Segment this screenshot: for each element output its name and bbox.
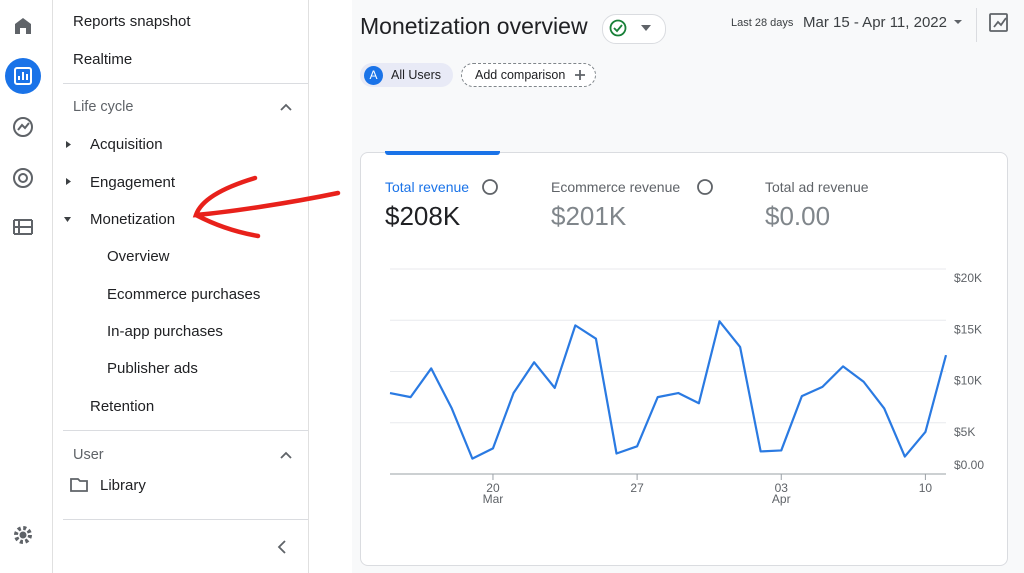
metric-value: $0.00	[765, 201, 831, 231]
nav-item[interactable]: Acquisition	[90, 136, 163, 153]
metric-label[interactable]: Total revenue	[385, 179, 470, 195]
y-tick-label: $20K	[954, 271, 982, 285]
rail-icons	[5, 18, 41, 544]
chevrons	[70, 13, 1008, 554]
x-tick-label: 10	[919, 481, 933, 495]
y-tick-label: $10K	[954, 374, 982, 388]
nav-subitem[interactable]: In-app purchases	[107, 323, 223, 340]
metric-label[interactable]: Total ad revenue	[765, 179, 869, 195]
nav-item[interactable]: Retention	[90, 398, 155, 415]
nav-item[interactable]: Library	[100, 477, 146, 494]
date-range[interactable]: Mar 15 - Apr 11, 2022	[803, 14, 947, 31]
nav-border	[308, 0, 309, 573]
add-comparison-label: Add comparison	[475, 68, 566, 82]
nav-subitem[interactable]: Overview	[107, 248, 170, 265]
x-tick-label: 03	[775, 481, 789, 495]
active-tab	[385, 151, 500, 155]
divider	[63, 83, 308, 84]
divider	[63, 430, 308, 431]
data-line	[389, 320, 948, 460]
nav-section[interactable]: Life cycle	[73, 99, 134, 115]
page-title: Monetization overview	[360, 13, 588, 39]
nav-carets	[64, 141, 71, 222]
divider	[63, 519, 308, 520]
divider	[976, 8, 977, 42]
status-badge[interactable]	[602, 14, 666, 44]
card	[360, 152, 1008, 566]
add-comparison[interactable]	[461, 63, 596, 87]
x-tick-label: 27	[630, 481, 644, 495]
metric-label[interactable]: Ecommerce revenue	[551, 179, 681, 195]
nav-item[interactable]: Engagement	[90, 174, 176, 191]
nav-item[interactable]: Reports snapshot	[73, 13, 191, 30]
metric-value: $201K	[551, 201, 627, 231]
chip-avatar: A	[364, 66, 383, 85]
x-tick-sublabel: Apr	[772, 492, 791, 506]
date-caption: Last 28 days	[731, 17, 794, 29]
y-tick-label: $5K	[954, 425, 975, 439]
nav-subitem[interactable]: Publisher ads	[107, 360, 198, 377]
nav-item[interactable]: Realtime	[73, 51, 133, 68]
chip-label: All Users	[391, 68, 442, 82]
nav-item[interactable]: Monetization	[90, 211, 176, 228]
nav-section[interactable]: User	[73, 447, 104, 460]
metric-value: $208K	[385, 201, 461, 231]
y-tick-label: $0.00	[954, 458, 984, 472]
x-tick-label: 20	[486, 481, 500, 495]
annotation-arrow	[192, 175, 341, 239]
x-tick-sublabel: Mar	[483, 492, 504, 506]
y-tick-label: $15K	[954, 322, 982, 336]
icon-rail	[0, 0, 53, 573]
nav-subitem[interactable]: Ecommerce purchases	[107, 286, 261, 303]
